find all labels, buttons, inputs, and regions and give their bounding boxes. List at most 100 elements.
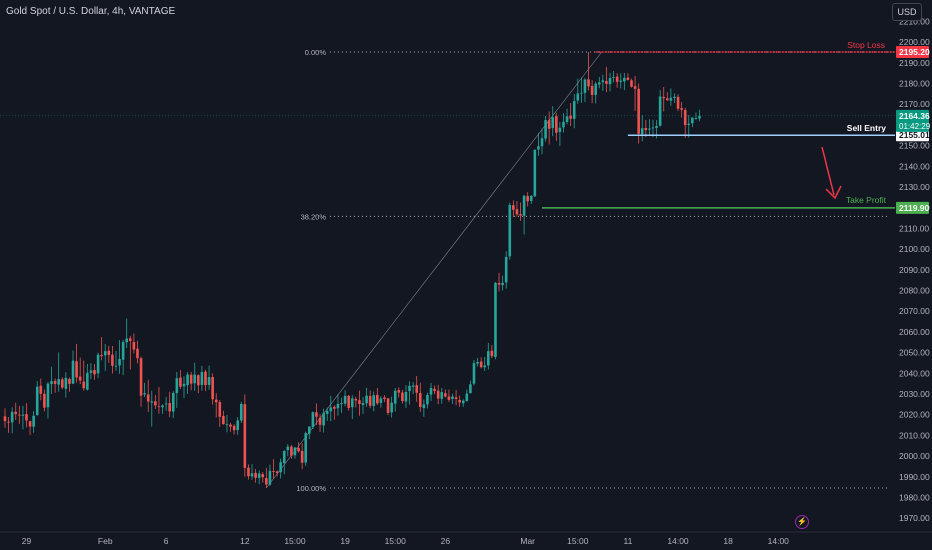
candle-body [633,86,637,89]
candle-body [390,402,393,413]
candle-body [290,446,293,456]
candle-body [297,448,300,452]
symbol-title[interactable]: Gold Spot / U.S. Dollar, 4h, VANTAGE [6,6,176,17]
candle-body [368,396,372,406]
candle-body [243,404,247,468]
price-axis-label: 2070.00 [899,306,930,316]
candle-body [572,101,576,119]
sell-entry-price: 2155.01 [899,130,930,140]
candle-body [619,80,623,82]
price-axis-label: 2170.00 [899,99,930,109]
candle-body [358,400,361,404]
candle-body [168,403,171,412]
candle-body [683,109,687,126]
candle-body [401,392,404,402]
candle-body [597,82,601,85]
price-axis-label: 2150.00 [899,141,930,151]
candle-body [236,420,239,431]
candle-body [411,385,415,387]
price-axis-label: 2210.00 [899,16,930,26]
candle-body [254,472,257,478]
short-arrow-shaft [821,146,835,196]
candle-body [318,417,322,425]
candle-body [189,374,193,384]
price-axis-label: 1970.00 [899,513,930,523]
candle-body [698,115,701,119]
candle-body [440,392,444,399]
flash-glyph: ⚡ [797,517,807,526]
candle-body [365,395,368,404]
candle-body [53,380,57,384]
candle-body [608,78,612,85]
candle-body [487,351,490,366]
take-profit-label: Take Profit [846,195,887,205]
price-axis-label: 2140.00 [899,161,930,171]
candle-body [182,383,186,387]
candle-body [512,205,515,210]
price-axis-panel [895,0,932,550]
candle-body [325,410,329,414]
candle-body [422,404,426,409]
short-arrow-head [825,185,842,200]
currency-button[interactable]: USD [892,3,922,21]
candle-body [429,388,433,395]
candle-body [494,282,497,357]
candle-body [648,128,651,130]
candle-body [96,354,100,374]
candle-body [57,379,60,385]
candle-body [519,214,522,216]
candle-body [340,403,343,405]
candle-body [100,355,103,357]
candle-body [308,426,311,434]
candle-body [458,400,461,403]
candle-body [479,361,483,368]
price-axis-label: 1980.00 [899,493,930,503]
candle-body [386,398,390,413]
candle-body [501,282,504,286]
flash-icon[interactable]: ⚡ [795,515,809,529]
candle-body [239,403,243,421]
time-axis-label: 14:00 [667,536,689,546]
price-axis-label: 2110.00 [899,223,929,233]
candle-body [39,385,43,394]
fib-level-label: 0.00% [305,48,327,57]
fib-level-label: 100.00% [296,484,326,493]
take-profit-price-tag [896,201,929,214]
candle-body [161,405,164,408]
candle-body [222,415,225,425]
candle-body [630,80,633,87]
candle-body [404,391,408,402]
candle-body [383,397,386,399]
candle-body [655,126,658,128]
candle-body [347,395,350,408]
candle-body [469,384,472,394]
candle-body [694,118,698,120]
candle-body [78,376,82,381]
candle-body [179,377,182,387]
candle-body [361,403,365,405]
sell-entry-price-tag [896,129,929,142]
candle-body [451,396,454,399]
candle-body [315,412,318,417]
candle-body [200,372,204,385]
candle-body [343,395,347,404]
candle-body [18,414,21,416]
candle-body [35,386,39,415]
candle-body [376,394,379,404]
candle-body [136,348,139,359]
current-price-countdown: 01:42:29 [899,122,931,131]
candle-body [304,433,308,463]
price-axis-label: 1990.00 [899,472,930,482]
candle-body [25,414,28,421]
candle-body [529,195,533,202]
sell-entry-label: Sell Entry [847,123,886,133]
time-axis-label: 15:00 [567,536,589,546]
candle-body [372,395,376,407]
candle-body [103,351,107,356]
time-axis-label: 6 [164,536,169,546]
candle-body [436,390,440,399]
candle-body [408,385,411,392]
candle-body [465,393,469,402]
